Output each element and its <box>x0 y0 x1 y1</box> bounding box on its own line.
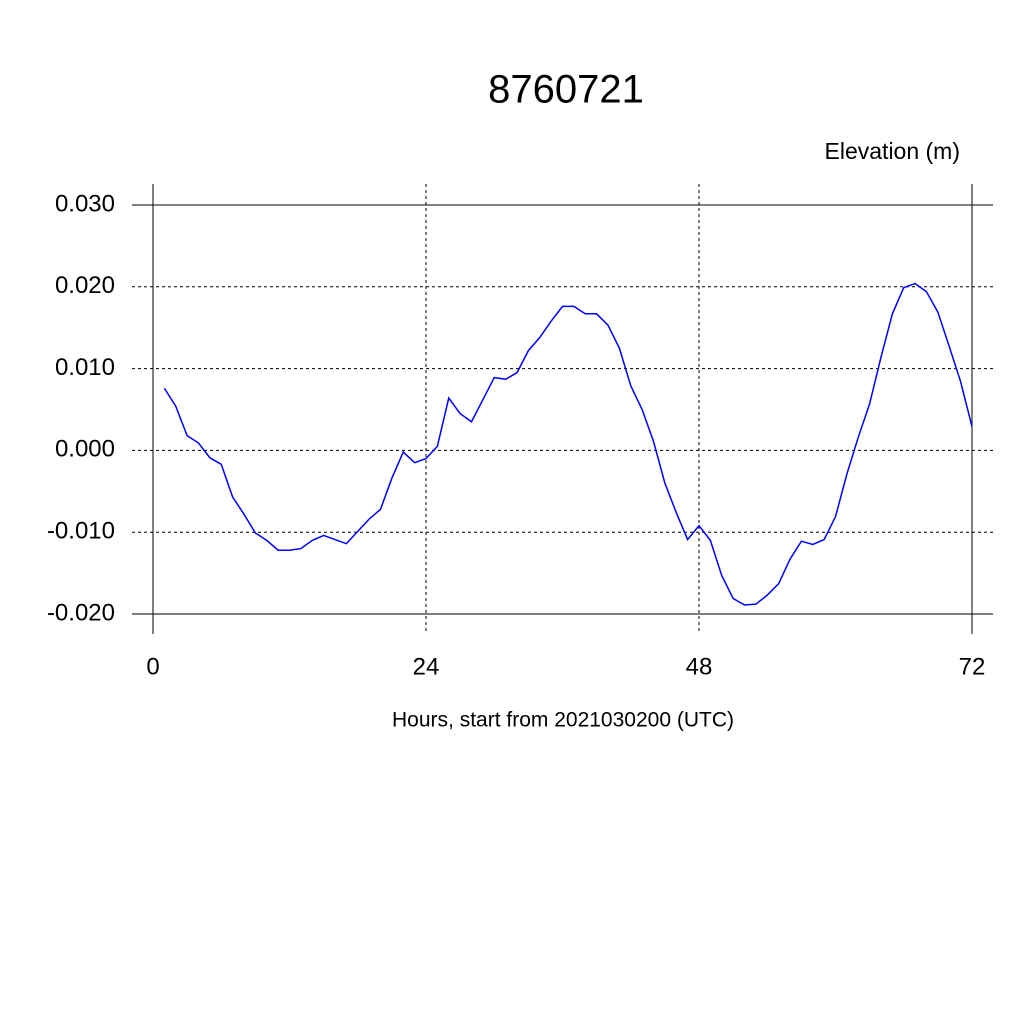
y-tick-label: 0.030 <box>55 190 115 217</box>
y-tick-label: -0.020 <box>47 599 115 626</box>
y-tick-label: 0.000 <box>55 436 115 463</box>
y-axis-label: Elevation (m) <box>825 138 960 164</box>
data-line <box>163 282 973 606</box>
x-tick-label: 0 <box>146 653 159 680</box>
x-axis-label: Hours, start from 2021030200 (UTC) <box>392 709 734 732</box>
x-tick-label: 72 <box>959 653 986 680</box>
y-tick-label: -0.010 <box>47 518 115 545</box>
x-tick-label: 24 <box>413 653 440 680</box>
x-tick-label: 48 <box>686 653 713 680</box>
chart-title: 8760721 <box>488 68 644 112</box>
y-tick-label: 0.020 <box>55 272 115 299</box>
y-tick-label: 0.010 <box>55 354 115 381</box>
